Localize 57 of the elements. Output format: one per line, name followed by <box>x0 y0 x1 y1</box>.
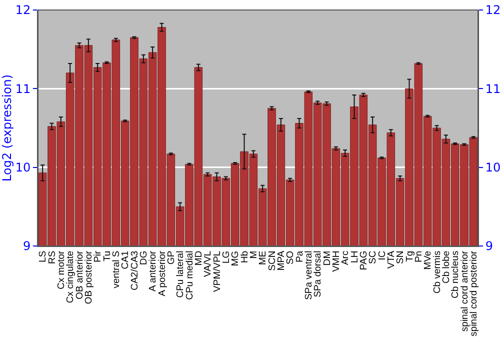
x-tick-label: RS <box>46 250 58 264</box>
x-tick-label: SN <box>395 250 406 264</box>
x-tick-label: A anterior <box>148 250 159 292</box>
x-tick-label: Hb <box>239 250 250 263</box>
x-tick-label: DM <box>322 250 333 266</box>
y-tick-label: 11 <box>15 82 31 96</box>
y2-tick-label: 11 <box>485 82 500 96</box>
x-tick-label: Pir <box>92 250 104 262</box>
x-tick-label: OB anterior <box>74 250 86 300</box>
x-tick-label: OB posterior <box>84 250 95 304</box>
x-tick-label: SO <box>285 250 296 265</box>
x-tick-label: Cx cingulate <box>65 250 76 304</box>
x-tick-label: CA2/CA3 <box>129 250 140 290</box>
x-tick-label: CA1 <box>120 250 132 270</box>
x-tick-label: SCN <box>266 250 278 271</box>
x-tick-label: M <box>248 250 260 259</box>
y-tick-label: 10 <box>15 160 31 175</box>
x-tick-label: MG <box>230 250 242 266</box>
x-tick-label: SPa dorsal <box>312 250 324 298</box>
y-axis-title: Log2 (expression) <box>0 74 14 182</box>
x-tick-label: LG <box>221 250 232 264</box>
x-tick-label: Pa <box>294 250 306 262</box>
x-tick-label: VTA <box>386 250 398 269</box>
x-tick-label: Cb nucleus <box>450 250 462 298</box>
x-tick-label: Tg <box>404 250 416 262</box>
y2-tick-label: 9 <box>485 239 494 254</box>
x-tick-label: spinal cord posterior <box>468 250 480 336</box>
x-tick-label: MD <box>194 250 205 266</box>
x-tick-label: Cx motor <box>56 250 68 290</box>
x-tick-label: GP <box>166 250 178 265</box>
y2-tick-label: 12 <box>485 3 500 18</box>
x-tick-label: SPa ventral <box>304 250 315 300</box>
x-tick-label: VA/VL <box>202 250 214 278</box>
x-tick-label: Cb lobe <box>441 250 452 284</box>
x-tick-label: SC <box>368 250 379 264</box>
x-tick-label: PAG <box>358 250 370 270</box>
x-tick-label: ventral S <box>111 250 122 288</box>
x-tick-label: VPM/VPL <box>212 250 223 292</box>
x-tick-label: A posterior <box>156 250 168 296</box>
x-tick-label: MPA <box>276 250 288 271</box>
x-tick-label: ME <box>258 250 269 266</box>
x-tick-label: LH <box>349 250 360 263</box>
x-tick-label: LS <box>38 250 49 262</box>
x-tick-label: DG <box>138 250 150 266</box>
y-tick-label: 12 <box>15 3 31 18</box>
y-tick-label: 9 <box>22 239 31 254</box>
x-tick-label: Pn <box>414 250 425 262</box>
x-tick-label: spinal cord anterior <box>459 250 470 332</box>
x-tick-label: IC <box>376 250 388 260</box>
x-tick-label: CPu medial <box>184 250 196 300</box>
x-tick-label: Arc <box>340 250 352 266</box>
x-tick-label: Cb vermis <box>432 250 443 294</box>
x-tick-label: VMH <box>331 250 342 272</box>
x-tick-label: MVe <box>422 250 434 270</box>
x-tick-label: Tu <box>102 250 113 262</box>
y2-tick-label: 10 <box>485 160 500 175</box>
x-tick-label: CPu lateral <box>175 250 186 298</box>
